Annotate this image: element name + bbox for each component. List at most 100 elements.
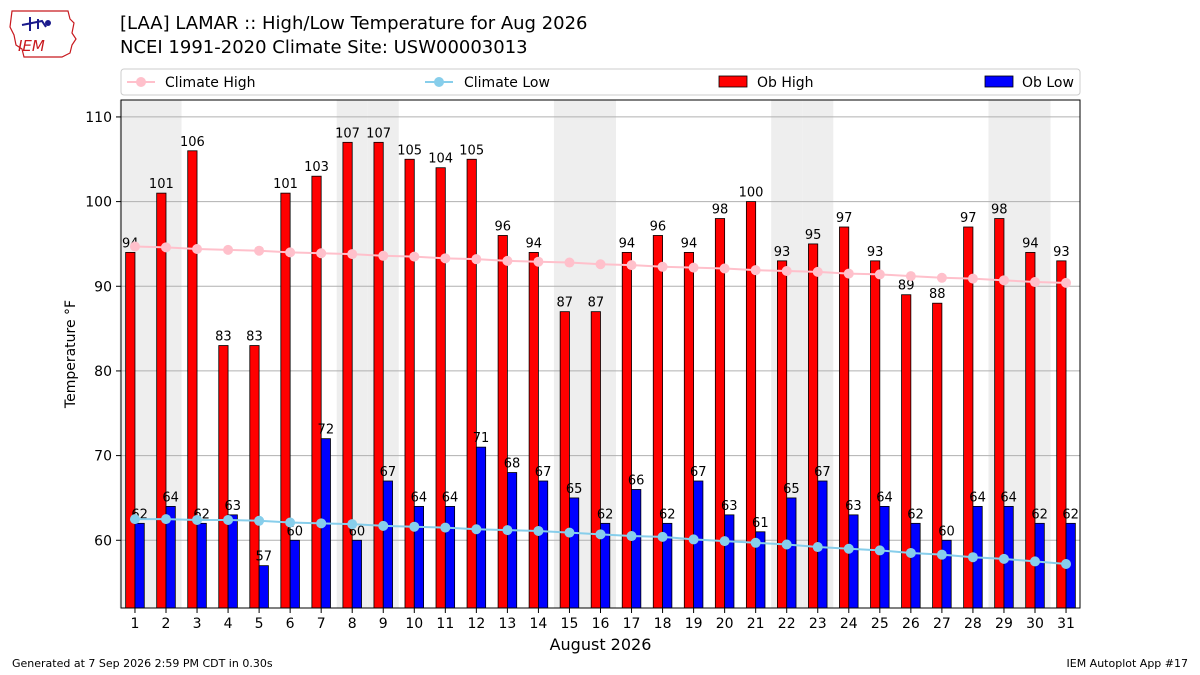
ob-low-bar	[848, 514, 859, 609]
climate-high-point	[192, 244, 203, 255]
x-tick-label: 17	[623, 616, 641, 632]
ob-high-bar	[497, 235, 508, 609]
climate-high-point	[688, 262, 699, 273]
climate-low-point	[254, 515, 265, 526]
ob-low-bar	[506, 472, 518, 609]
legend-ob-low-label: Ob Low	[1022, 75, 1074, 91]
x-tick-label: 11	[436, 616, 454, 632]
ob-high-label: 93	[1053, 245, 1070, 260]
x-tick-label: 21	[747, 616, 765, 632]
ob-low-label: 67	[814, 465, 831, 480]
climate-high-point	[223, 244, 234, 255]
ob-high-label: 101	[273, 177, 298, 192]
ob-high-label: 107	[366, 126, 391, 141]
ob-high-label: 94	[619, 236, 636, 251]
legend-climate-low-label: Climate Low	[464, 75, 550, 91]
ob-low-label: 60	[287, 524, 304, 539]
ob-high-label: 100	[739, 186, 764, 201]
ob-high-label: 98	[712, 203, 729, 218]
ob-high-bar	[683, 251, 695, 609]
climate-high-point	[595, 259, 606, 270]
ob-high-bar	[932, 302, 943, 609]
x-tick-label: 24	[840, 616, 858, 632]
x-tick-label: 2	[162, 616, 171, 632]
ob-low-label: 67	[380, 465, 397, 480]
climate-high-point	[1029, 277, 1040, 288]
ob-high-label: 94	[526, 236, 543, 251]
climate-high-point	[812, 266, 823, 277]
climate-low-point	[905, 547, 916, 558]
x-tick-label: 10	[405, 616, 423, 632]
ob-high-bar	[125, 251, 136, 609]
climate-low-point	[533, 525, 544, 536]
title-line-1: [LAA] LAMAR :: High/Low Temperature for …	[120, 13, 588, 34]
legend-climate-high-marker	[136, 77, 146, 87]
ob-high-bar	[777, 260, 788, 609]
ob-high-label: 96	[494, 219, 511, 234]
climate-high-point	[905, 271, 916, 282]
climate-low-point	[719, 536, 730, 547]
ob-high-label: 93	[774, 245, 791, 260]
ob-low-bar	[444, 505, 456, 609]
ob-low-label: 64	[876, 490, 893, 505]
ob-high-label: 104	[428, 152, 453, 167]
ob-low-label: 68	[504, 457, 521, 472]
ob-high-label: 101	[149, 177, 174, 192]
ob-low-label: 62	[1031, 507, 1048, 522]
ob-low-label: 71	[473, 431, 490, 446]
ob-low-label: 57	[255, 550, 272, 565]
x-tick-label: 19	[685, 616, 703, 632]
x-tick-label: 13	[498, 616, 516, 632]
climate-high-point	[657, 261, 668, 272]
ob-high-label: 106	[180, 135, 205, 150]
legend-ob-low-swatch	[984, 75, 1014, 88]
ob-low-bar	[258, 565, 269, 609]
x-tick-label: 28	[964, 616, 982, 632]
x-axis-label: August 2026	[550, 635, 652, 654]
ob-high-bar	[870, 260, 881, 609]
x-tick-label: 26	[902, 616, 920, 632]
climate-high-point	[750, 265, 761, 276]
climate-high-point	[316, 248, 327, 259]
ob-low-bar	[693, 480, 704, 609]
x-tick-label: 14	[530, 616, 548, 632]
x-tick-label: 7	[317, 616, 326, 632]
climate-high-point	[285, 247, 296, 258]
climate-low-point	[750, 537, 761, 548]
legend-ob-high-label: Ob High	[757, 75, 814, 91]
climate-low-point	[502, 525, 513, 536]
ob-low-label: 63	[721, 499, 738, 514]
climate-low-point	[1029, 556, 1040, 567]
climate-high-point	[502, 255, 513, 266]
ob-low-label: 64	[162, 490, 179, 505]
climate-low-point	[688, 534, 699, 545]
ob-low-bar	[786, 497, 797, 609]
x-tick-label: 31	[1057, 616, 1075, 632]
climate-high-point	[967, 273, 978, 284]
legend-box	[120, 68, 1081, 96]
ob-high-bar	[528, 251, 539, 609]
climate-low-point	[347, 519, 358, 530]
climate-high-point	[471, 254, 482, 265]
ob-high-label: 97	[960, 211, 977, 226]
ob-high-bar	[901, 294, 912, 609]
ob-low-label: 72	[318, 423, 335, 438]
ob-high-bar	[559, 311, 570, 609]
climate-low-point	[936, 549, 947, 560]
climate-high-point	[254, 245, 265, 256]
x-tick-label: 15	[561, 616, 579, 632]
climate-high-point	[440, 253, 451, 264]
ob-low-label: 67	[690, 465, 707, 480]
ob-low-bar	[351, 539, 362, 609]
ob-high-bar	[621, 251, 632, 609]
ob-high-bar	[652, 235, 663, 609]
title-line-2: NCEI 1991-2020 Climate Site: USW00003013	[120, 37, 528, 58]
ob-high-label: 83	[215, 330, 232, 345]
ob-low-label: 63	[224, 499, 241, 514]
ob-low-label: 65	[566, 482, 583, 497]
ob-low-bar	[227, 514, 238, 609]
climate-low-point	[1061, 558, 1072, 569]
ob-high-label: 96	[650, 219, 667, 234]
ob-high-label: 89	[898, 279, 915, 294]
